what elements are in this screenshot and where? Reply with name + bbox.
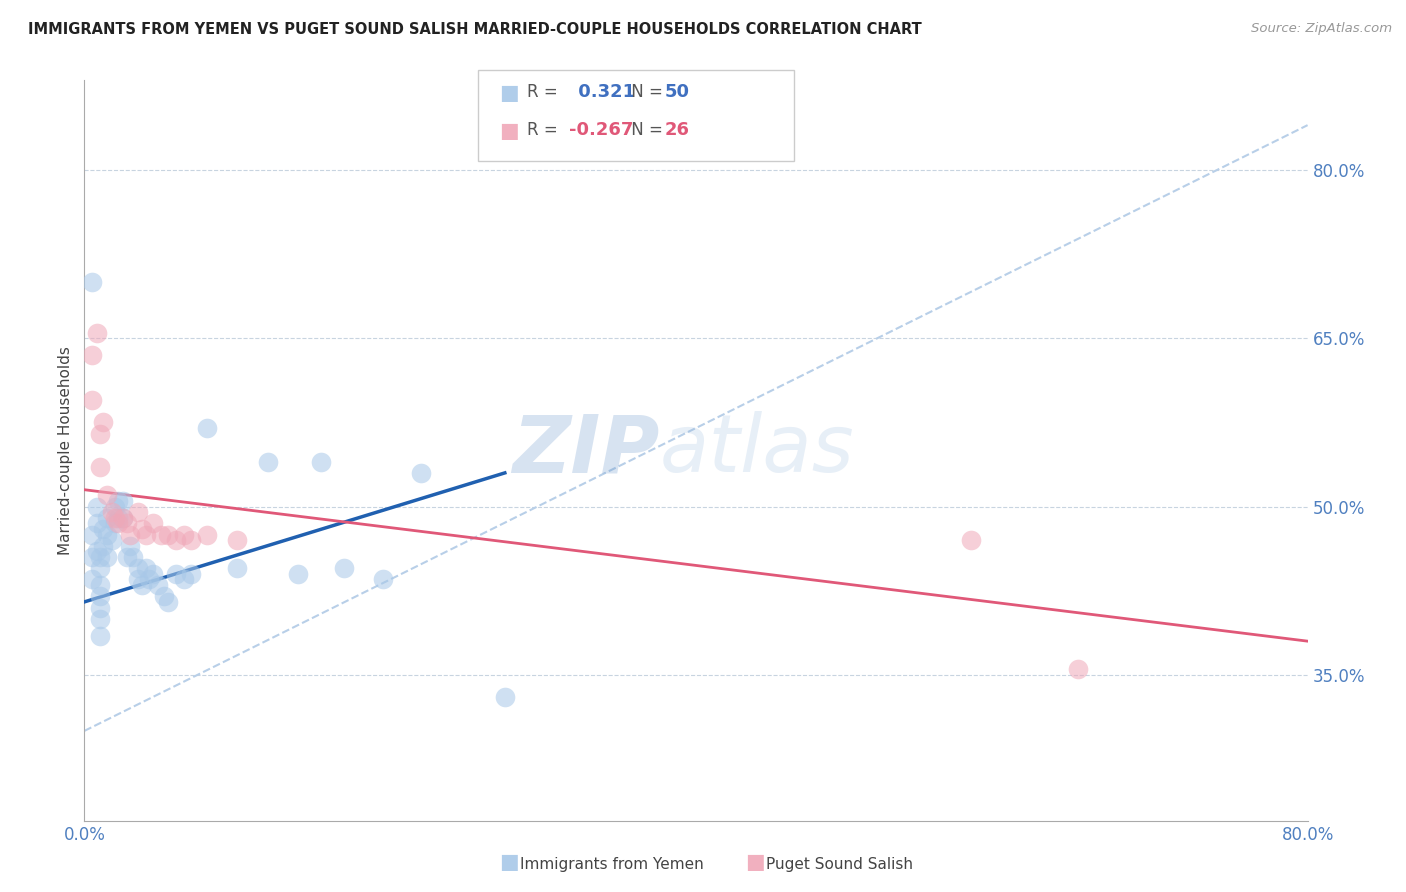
Point (146, 578, 169, 592)
Text: N =: N = (626, 83, 668, 101)
Text: 26: 26 (665, 121, 690, 139)
Point (89, 589, 111, 603)
Point (127, 505, 149, 519)
Point (226, 561, 249, 575)
Point (89, 612, 111, 626)
Point (89, 561, 111, 575)
Text: 0.321: 0.321 (572, 83, 636, 101)
Point (96, 510, 118, 524)
Point (120, 539, 142, 553)
Point (409, 466, 432, 480)
Point (89, 549, 111, 564)
Point (115, 549, 138, 564)
Point (80, 549, 103, 564)
Point (104, 500, 127, 514)
Text: ZIP: ZIP (512, 411, 659, 490)
Point (111, 510, 134, 524)
Text: N =: N = (626, 121, 668, 139)
Point (89, 600, 111, 615)
Point (89, 628, 111, 642)
Point (80, 275, 103, 289)
Point (91, 416, 114, 430)
Point (107, 510, 129, 524)
Point (89, 426, 111, 441)
Point (101, 505, 124, 519)
Point (107, 516, 129, 531)
Point (371, 573, 394, 587)
Point (494, 690, 516, 705)
Point (135, 561, 157, 575)
Point (86, 326, 108, 340)
Point (195, 421, 218, 435)
Text: R =: R = (527, 83, 564, 101)
Point (96, 527, 118, 541)
Point (257, 455, 280, 469)
Point (111, 510, 134, 524)
Point (149, 527, 172, 541)
Point (131, 578, 153, 592)
Point (131, 522, 153, 536)
Text: Puget Sound Salish: Puget Sound Salish (766, 857, 914, 872)
Point (1067, 662, 1090, 676)
Text: atlas: atlas (659, 411, 853, 490)
Point (91, 539, 114, 553)
Point (115, 516, 138, 531)
Point (111, 494, 134, 508)
Point (287, 566, 309, 581)
Point (960, 533, 983, 548)
Point (89, 460, 111, 475)
Text: Source: ZipAtlas.com: Source: ZipAtlas.com (1251, 22, 1392, 36)
Point (101, 533, 124, 548)
Point (157, 595, 180, 609)
Point (153, 589, 176, 603)
Point (80, 348, 103, 362)
Point (165, 533, 187, 548)
Point (165, 566, 187, 581)
Point (195, 527, 218, 541)
Point (91, 522, 114, 536)
Text: ■: ■ (499, 121, 519, 141)
Point (122, 549, 145, 564)
Point (173, 573, 195, 587)
Point (107, 494, 129, 508)
Point (80, 527, 103, 541)
Text: IMMIGRANTS FROM YEMEN VS PUGET SOUND SALISH MARRIED-COUPLE HOUSEHOLDS CORRELATIO: IMMIGRANTS FROM YEMEN VS PUGET SOUND SAL… (28, 22, 922, 37)
Point (138, 573, 160, 587)
Point (80, 392, 103, 407)
Text: R =: R = (527, 121, 564, 139)
Text: ■: ■ (499, 853, 519, 872)
Point (89, 578, 111, 592)
Point (86, 516, 108, 531)
Text: Immigrants from Yemen: Immigrants from Yemen (520, 857, 704, 872)
Point (120, 527, 142, 541)
Point (157, 527, 180, 541)
Point (142, 516, 165, 531)
Point (333, 561, 356, 575)
Point (86, 500, 108, 514)
Point (180, 566, 202, 581)
Point (226, 533, 249, 548)
Text: -0.267: -0.267 (569, 121, 634, 139)
Point (127, 573, 149, 587)
Point (180, 533, 202, 548)
Point (96, 488, 118, 502)
Point (127, 561, 149, 575)
Point (311, 455, 333, 469)
Text: 50: 50 (665, 83, 690, 101)
Point (104, 510, 127, 524)
Text: ■: ■ (499, 83, 519, 103)
Point (86, 544, 108, 558)
Point (173, 527, 195, 541)
Point (104, 516, 127, 531)
Point (142, 566, 165, 581)
Text: ■: ■ (745, 853, 765, 872)
Y-axis label: Married-couple Households: Married-couple Households (58, 346, 73, 555)
Point (135, 527, 157, 541)
Point (80, 573, 103, 587)
Point (96, 549, 118, 564)
